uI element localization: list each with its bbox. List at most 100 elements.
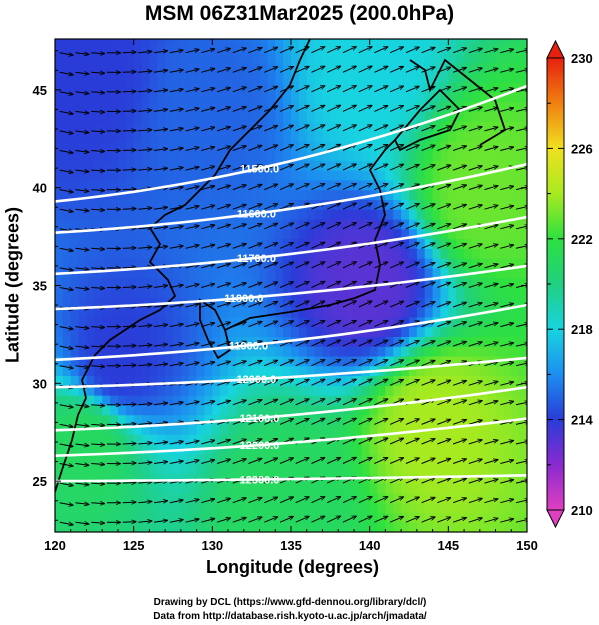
field-cell bbox=[416, 404, 426, 416]
field-cell bbox=[188, 52, 198, 64]
field-cell bbox=[330, 395, 339, 406]
colorbar-label: 230 bbox=[571, 51, 593, 66]
field-cell bbox=[330, 140, 339, 152]
field-cell bbox=[102, 130, 111, 142]
field-cell bbox=[70, 443, 80, 455]
field-cell bbox=[495, 62, 504, 73]
field-cell bbox=[212, 355, 221, 367]
wind-vector bbox=[232, 439, 246, 445]
field-cell bbox=[416, 111, 426, 122]
wind-vector bbox=[326, 105, 340, 112]
wind-vector bbox=[138, 462, 151, 463]
field-cell bbox=[220, 365, 229, 377]
field-cell bbox=[235, 404, 245, 416]
field-cell bbox=[243, 522, 253, 532]
field-cell bbox=[235, 140, 245, 152]
field-cell bbox=[259, 434, 268, 445]
field-cell bbox=[393, 267, 402, 279]
field-cell bbox=[338, 355, 347, 367]
field-cell bbox=[110, 267, 119, 279]
field-cell bbox=[235, 39, 245, 44]
field-cell bbox=[511, 365, 520, 377]
field-cell bbox=[110, 424, 119, 435]
field-cell bbox=[251, 150, 261, 161]
wind-vector bbox=[374, 86, 387, 93]
field-cell bbox=[346, 72, 355, 83]
field-cell bbox=[235, 395, 245, 406]
field-cell bbox=[471, 199, 481, 210]
field-cell bbox=[149, 326, 158, 337]
field-cell bbox=[117, 424, 127, 435]
field-cell bbox=[165, 443, 174, 455]
field-cell bbox=[157, 101, 166, 112]
field-cell bbox=[110, 395, 119, 406]
field-cell bbox=[149, 140, 158, 152]
wind-vector bbox=[468, 146, 482, 151]
field-cell bbox=[291, 414, 300, 425]
field-cell bbox=[330, 101, 339, 112]
field-cell bbox=[369, 267, 379, 279]
field-cell bbox=[314, 248, 324, 259]
field-cell bbox=[180, 522, 190, 532]
field-cell bbox=[424, 287, 434, 298]
field-cell bbox=[409, 267, 418, 279]
field-cell bbox=[479, 160, 489, 171]
field-cell bbox=[78, 414, 88, 425]
field-cell bbox=[361, 277, 371, 289]
field-cell bbox=[369, 502, 379, 514]
field-cell bbox=[471, 443, 481, 455]
field-cell bbox=[173, 72, 182, 83]
field-cell bbox=[243, 355, 253, 367]
field-cell bbox=[456, 365, 465, 377]
field-cell bbox=[220, 238, 229, 249]
field-cell bbox=[314, 42, 324, 54]
wind-vector bbox=[500, 362, 513, 367]
field-cell bbox=[369, 42, 379, 54]
field-cell bbox=[243, 62, 253, 73]
field-cell bbox=[94, 150, 103, 161]
field-cell bbox=[110, 365, 119, 377]
field-cell bbox=[401, 267, 410, 279]
field-cell bbox=[251, 434, 261, 445]
wind-vector bbox=[342, 379, 356, 386]
field-cell bbox=[424, 72, 434, 83]
field-cell bbox=[78, 39, 88, 44]
field-cell bbox=[346, 130, 355, 142]
field-cell bbox=[102, 170, 111, 181]
field-cell bbox=[511, 443, 520, 455]
field-cell bbox=[70, 492, 80, 504]
field-cell bbox=[196, 512, 206, 523]
wind-vector bbox=[374, 203, 387, 210]
field-cell bbox=[141, 443, 150, 455]
field-cell bbox=[235, 170, 245, 181]
wind-vector bbox=[91, 72, 104, 73]
field-cell bbox=[432, 346, 442, 357]
field-cell bbox=[487, 395, 497, 406]
field-cell bbox=[393, 209, 402, 220]
wind-vector bbox=[138, 306, 151, 307]
field-cell bbox=[322, 502, 331, 514]
wind-vector bbox=[169, 50, 183, 53]
wind-vector bbox=[389, 125, 403, 132]
field-cell bbox=[165, 52, 174, 64]
wind-vector bbox=[122, 209, 136, 210]
field-cell bbox=[243, 483, 253, 494]
wind-vector bbox=[468, 264, 482, 269]
field-cell bbox=[78, 502, 88, 514]
wind-vector bbox=[326, 497, 340, 504]
wind-vector bbox=[264, 419, 277, 425]
field-cell bbox=[353, 248, 363, 259]
field-cell bbox=[94, 453, 103, 465]
field-cell bbox=[149, 189, 158, 201]
wind-vector bbox=[75, 464, 89, 466]
field-cell bbox=[369, 424, 379, 435]
wind-vector bbox=[374, 360, 387, 367]
field-cell bbox=[110, 492, 119, 504]
field-cell bbox=[157, 39, 166, 44]
field-cell bbox=[157, 248, 166, 259]
field-cell bbox=[338, 258, 347, 269]
field-cell bbox=[519, 453, 527, 465]
field-cell bbox=[275, 502, 284, 514]
field-cell bbox=[377, 248, 386, 259]
field-cell bbox=[212, 404, 221, 416]
